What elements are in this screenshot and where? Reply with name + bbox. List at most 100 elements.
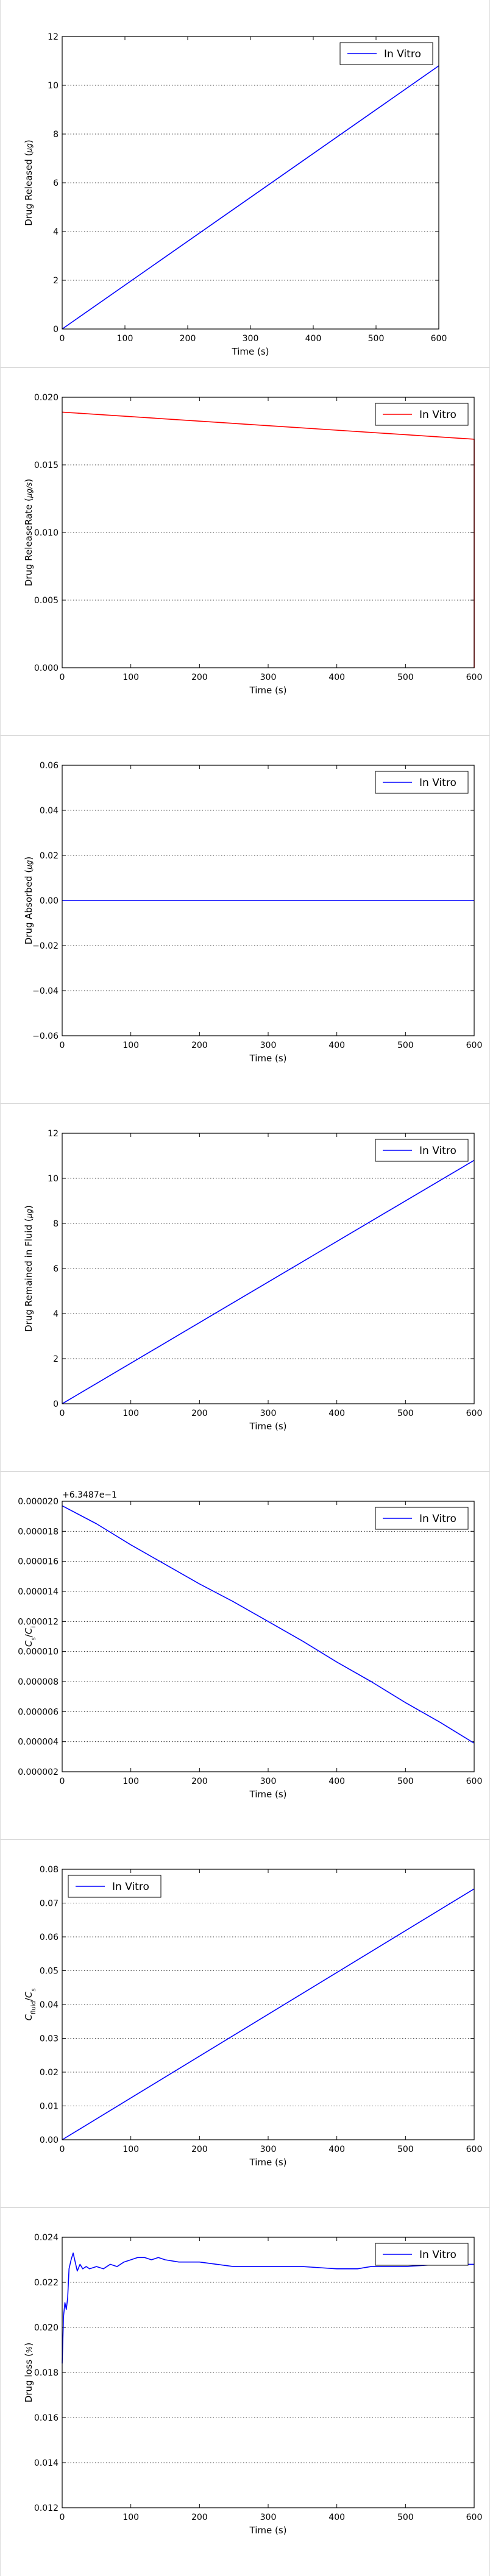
y-tick-label: 0.000018 (18, 1527, 59, 1537)
x-tick-label: 0 (60, 1777, 65, 1786)
plot-frame (62, 1869, 475, 2140)
x-tick-label: 300 (243, 334, 259, 344)
legend-label: In Vitro (419, 1145, 456, 1157)
y-tick-label: 0.000002 (18, 1767, 59, 1777)
x-tick-label: 600 (466, 2513, 483, 2522)
y-tick-label: 2 (53, 276, 59, 286)
y-tick-label: −0.04 (32, 986, 59, 996)
y-axis-label: Cs/Ci (23, 1626, 37, 1647)
x-tick-label: 100 (117, 334, 133, 344)
y-tick-label: −0.02 (32, 941, 59, 951)
y-tick-label: 0.014 (34, 2458, 59, 2468)
y-tick-label: 10 (48, 81, 59, 91)
y-tick-label: 0.02 (40, 2068, 59, 2078)
y-tick-label: 0 (53, 1399, 59, 1409)
x-tick-label: 0 (60, 1041, 65, 1050)
x-tick-label: 100 (122, 673, 139, 682)
series-line-drug-loss (62, 2252, 474, 2364)
x-tick-label: 400 (328, 1041, 345, 1050)
y-tick-label: 4 (53, 227, 59, 237)
y-tick-label: 0.024 (34, 2233, 59, 2243)
chart-drug-released: 0 2 4 6 8 10 12 0 100 200 300 400 500 600 Time (s) Drug… (23, 32, 447, 357)
x-axis-label: Time (s) (249, 1053, 287, 1064)
x-tick-label: 100 (122, 1041, 139, 1050)
page-edge (0, 0, 1, 2576)
x-tick-label: 200 (191, 1777, 208, 1786)
chart-panel-drug-remained: 0 2 4 6 8 10 12 0 100 200 300 400 500 600 Time (s) Drug… (0, 1104, 490, 1472)
x-tick-label: 100 (122, 2513, 139, 2522)
chart-drug-remained: 0 2 4 6 8 10 12 0 100 200 300 400 500 600 Time (s) Drug… (23, 1129, 482, 1432)
x-axis-label: Time (s) (249, 2157, 287, 2168)
x-axis-label: Time (s) (232, 346, 269, 357)
y-tick-label: 0.07 (40, 1899, 59, 1909)
legend: In Vitro (375, 1507, 469, 1530)
y-tick-label: 0.000006 (18, 1707, 59, 1717)
x-tick-label: 500 (397, 1777, 414, 1786)
y-tick-label: 0.020 (34, 393, 59, 403)
y-tick-label: −0.06 (32, 1031, 59, 1041)
x-tick-label: 400 (328, 1777, 345, 1786)
chart-panel-drug-loss: 0.012 0.014 0.016 0.018 0.020 0.022 0.024 0 100 2… (0, 2208, 490, 2576)
x-tick-label: 200 (191, 2513, 208, 2522)
x-tick-label: 400 (328, 2145, 345, 2154)
legend-label: In Vitro (419, 2249, 456, 2261)
y-tick-label: 0.020 (34, 2323, 59, 2333)
y-tick-label: 12 (48, 1129, 59, 1139)
x-tick-label: 300 (260, 1041, 277, 1050)
y-tick-label: 6 (53, 179, 59, 188)
series-line-drug-release-rate (62, 411, 475, 668)
y-tick-label: 8 (53, 1219, 59, 1229)
x-tick-label: 500 (397, 2513, 414, 2522)
x-tick-label: 300 (260, 2513, 277, 2522)
y-tick-label: 0.015 (34, 461, 59, 470)
x-tick-label: 600 (466, 673, 483, 682)
chart-drug-absorbed: −0.06 −0.04 −0.02 0.00 0.02 0.04 0.06 0 100 200 30… (23, 761, 483, 1064)
y-tick-label: 0.000008 (18, 1677, 59, 1687)
x-tick-label: 200 (191, 2145, 208, 2154)
y-tick-label: 0.05 (40, 1967, 59, 1976)
y-tick-label: 0.00 (40, 2135, 59, 2145)
x-tick-label: 200 (191, 1041, 208, 1050)
y-tick-label: 0.02 (40, 851, 59, 861)
x-tick-label: 0 (60, 2513, 65, 2522)
legend-label: In Vitro (384, 48, 421, 60)
y-tick-label: 0.018 (34, 2368, 59, 2378)
legend: In Vitro (375, 1139, 469, 1162)
chart-drug-loss: 0.012 0.014 0.016 0.018 0.020 0.022 0.024 0 100 2… (23, 2233, 483, 2536)
plot-frame (62, 1133, 475, 1404)
x-tick-label: 300 (260, 1409, 277, 1418)
x-tick-label: 500 (368, 334, 385, 344)
chart-panel-drug-released: 0 2 4 6 8 10 12 0 100 200 300 400 500 600 Time (s) Drug… (0, 0, 490, 368)
y-axis-label: Drug Released (µg) (23, 140, 34, 225)
x-tick-label: 0 (60, 673, 65, 682)
x-axis-label: Time (s) (249, 2525, 287, 2536)
x-tick-label: 600 (431, 334, 447, 344)
x-tick-label: 500 (397, 2145, 414, 2154)
plot-frame (62, 1501, 475, 1772)
x-tick-label: 0 (60, 334, 65, 344)
x-tick-label: 600 (466, 1041, 483, 1050)
y-tick-label: 0.022 (34, 2278, 59, 2288)
plot-frame (62, 765, 475, 1036)
y-axis-label: Cfluid/Cs (23, 1988, 37, 2020)
chart-concentration-ratio: 0.000002 0.000004 0.000006 0.000008 0.000010… (18, 1490, 482, 1800)
legend-label: In Vitro (419, 1513, 456, 1525)
x-axis-label: Time (s) (249, 1789, 287, 1800)
y-axis-label: Drug loss (%) (23, 2343, 34, 2402)
x-tick-label: 400 (305, 334, 322, 344)
x-tick-label: 500 (397, 1041, 414, 1050)
series-line-drug-released (62, 65, 439, 330)
x-axis-label: Time (s) (249, 1421, 287, 1432)
y-tick-label: 0.000 (34, 663, 59, 673)
y-tick-label: 0.005 (34, 596, 59, 606)
x-tick-label: 500 (397, 1409, 414, 1418)
y-tick-label: 0 (53, 325, 59, 334)
x-tick-label: 0 (60, 1409, 65, 1418)
series-line-drug-remained (62, 1159, 475, 1404)
x-tick-label: 300 (260, 1777, 277, 1786)
legend: In Vitro (375, 2243, 469, 2266)
plot-frame (62, 36, 439, 330)
y-tick-label: 8 (53, 130, 59, 140)
panel-divider (0, 2207, 490, 2208)
x-tick-label: 600 (466, 2145, 483, 2154)
